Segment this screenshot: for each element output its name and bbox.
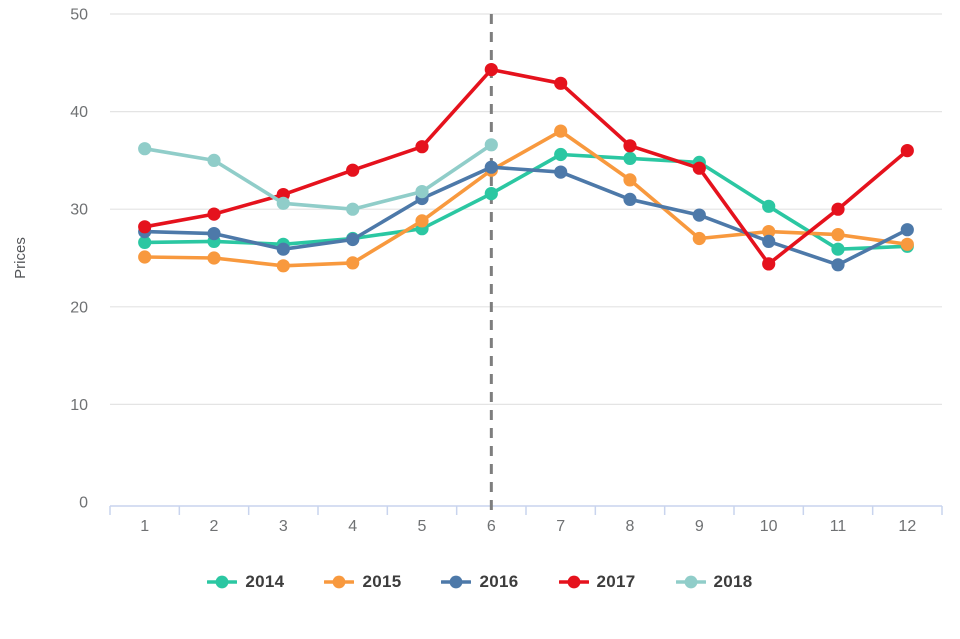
x-tick-label-8: 8 — [626, 518, 635, 535]
legend-item-2014[interactable]: 2014 — [207, 572, 284, 592]
point-2015-month-9[interactable] — [692, 231, 706, 246]
legend-item-2017[interactable]: 2017 — [558, 572, 636, 592]
legend-item-2018[interactable]: 2018 — [675, 572, 753, 592]
legend-marker-2017-icon — [558, 575, 589, 589]
point-2016-month-9[interactable] — [692, 208, 706, 222]
x-tick-label-11: 11 — [830, 518, 847, 535]
point-2018-month-1[interactable] — [138, 142, 152, 156]
point-2018-month-2[interactable] — [207, 153, 221, 167]
point-2016-month-7[interactable] — [554, 165, 568, 179]
y-tick-label-0: 0 — [79, 495, 88, 512]
point-2018-month-5[interactable] — [415, 185, 429, 199]
y-tick-label-20: 20 — [70, 299, 88, 316]
chart-legend: 2014 2015 2016 2017 2018 — [0, 572, 960, 592]
legend-label-2014: 2014 — [245, 572, 285, 591]
line-2016 — [142, 165, 910, 267]
point-2018-month-4[interactable] — [346, 202, 360, 216]
point-2016-month-3[interactable] — [276, 242, 290, 256]
legend-label-2018: 2018 — [713, 572, 753, 591]
point-2018-month-3[interactable] — [276, 196, 290, 210]
point-2017-month-6[interactable] — [484, 63, 498, 77]
x-tick-label-6: 6 — [487, 518, 496, 535]
legend-label-2016: 2016 — [479, 572, 519, 591]
y-axis-title: Prices — [12, 237, 29, 279]
point-2015-month-11[interactable] — [831, 228, 845, 242]
y-tick-label-10: 10 — [70, 397, 88, 414]
point-2016-month-6[interactable] — [484, 160, 498, 174]
point-2017-month-10[interactable] — [762, 257, 776, 271]
point-2014-month-1[interactable] — [138, 235, 152, 249]
point-2014-month-10[interactable] — [762, 199, 776, 213]
point-2015-month-4[interactable] — [346, 256, 360, 270]
x-tick-label-4: 4 — [348, 518, 357, 535]
point-2014-month-8[interactable] — [623, 151, 637, 165]
legend-label-2015: 2015 — [362, 572, 402, 591]
point-2017-month-8[interactable] — [623, 139, 637, 153]
point-2015-month-1[interactable] — [138, 250, 152, 264]
point-2015-month-8[interactable] — [623, 173, 637, 187]
line-2017 — [142, 67, 910, 266]
legend-item-2016[interactable]: 2016 — [441, 572, 518, 592]
x-tick-label-10: 10 — [760, 518, 778, 535]
point-2016-month-10[interactable] — [762, 234, 776, 248]
point-2016-month-4[interactable] — [346, 232, 360, 247]
x-tick-label-7: 7 — [556, 518, 565, 535]
x-tick-label-9: 9 — [695, 518, 704, 535]
point-2018-month-6[interactable] — [484, 138, 498, 152]
point-2017-month-9[interactable] — [692, 161, 706, 175]
point-2015-month-7[interactable] — [554, 124, 568, 138]
point-2017-month-2[interactable] — [207, 207, 221, 221]
point-2017-month-11[interactable] — [831, 202, 845, 216]
point-2017-month-12[interactable] — [900, 144, 914, 158]
x-tick-label-5: 5 — [418, 518, 427, 535]
y-tick-label-40: 40 — [70, 104, 88, 121]
point-2014-month-11[interactable] — [831, 242, 845, 256]
point-2014-month-7[interactable] — [554, 147, 568, 162]
point-2015-month-5[interactable] — [415, 214, 429, 228]
point-2017-month-5[interactable] — [415, 140, 429, 154]
point-2015-month-10[interactable] — [762, 225, 776, 239]
point-2014-month-6[interactable] — [484, 187, 498, 201]
legend-marker-2018-icon — [675, 575, 706, 589]
legend-marker-2014-icon — [207, 575, 238, 589]
y-tick-label-30: 30 — [70, 202, 88, 219]
point-2016-month-8[interactable] — [623, 192, 637, 206]
legend-marker-2016-icon — [441, 575, 472, 589]
line-2015 — [142, 129, 910, 268]
point-2016-month-11[interactable] — [831, 258, 845, 272]
line-2018 — [142, 143, 494, 211]
point-2016-month-2[interactable] — [207, 227, 221, 241]
legend-label-2017: 2017 — [596, 572, 636, 591]
point-2017-month-1[interactable] — [138, 220, 152, 234]
point-2015-month-12[interactable] — [900, 237, 914, 251]
y-tick-label-50: 50 — [70, 7, 88, 24]
x-tick-label-12: 12 — [898, 518, 916, 535]
legend-item-2015[interactable]: 2015 — [324, 572, 401, 592]
x-tick-label-3: 3 — [279, 518, 288, 535]
point-2015-month-3[interactable] — [276, 259, 290, 273]
legend-marker-2015-icon — [324, 575, 355, 589]
point-2017-month-7[interactable] — [554, 76, 568, 90]
x-tick-label-2: 2 — [210, 518, 219, 535]
point-2016-month-12[interactable] — [900, 223, 914, 237]
x-tick-label-1: 1 — [140, 518, 149, 535]
point-2017-month-4[interactable] — [346, 163, 360, 177]
line-2014 — [142, 152, 910, 251]
point-2015-month-2[interactable] — [207, 251, 221, 265]
